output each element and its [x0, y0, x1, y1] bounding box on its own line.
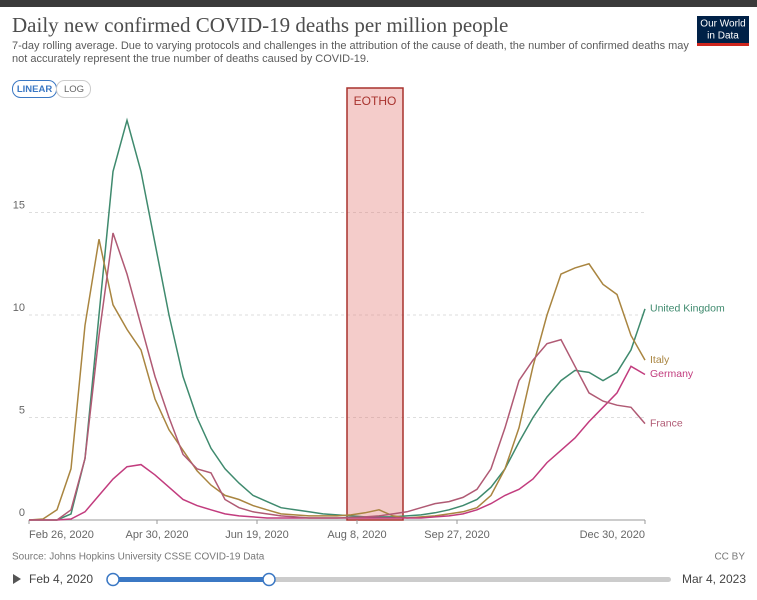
source: Source: Johns Hopkins University CSSE CO… [12, 552, 265, 563]
timeline-handle[interactable] [106, 572, 120, 587]
x-tick-label: Jun 19, 2020 [225, 529, 289, 541]
chart-subtitle: 7-day rolling average. Due to varying pr… [12, 40, 689, 65]
timeline-end: Mar 4, 2023 [682, 572, 746, 586]
annotation-label: EOTHO [354, 94, 397, 108]
timeline-handle[interactable] [262, 572, 276, 587]
annotation-span [346, 87, 404, 521]
subtitle-box: 7-day rolling average. Due to varying pr… [12, 40, 689, 65]
series-line [29, 232, 646, 521]
log-button[interactable] [56, 80, 91, 98]
plot-area: 0 5 10 15 EOTHO Feb 26, 2020 Apr 30, 2020 Jun 1… [13, 87, 725, 541]
timeline-range[interactable] [113, 577, 269, 582]
linear-button-label[interactable]: LINEAR [17, 84, 53, 95]
y-tick-label: 5 [19, 404, 25, 416]
series-line [29, 117, 646, 521]
x-tick-label: Aug 8, 2020 [327, 529, 386, 541]
legend-label: France [650, 417, 683, 429]
y-tick-label: 15 [13, 199, 25, 211]
y-tick-label: 10 [13, 302, 25, 314]
log-button-label[interactable]: LOG [64, 84, 84, 95]
x-tick-label: Sep 27, 2020 [424, 529, 489, 541]
timeline-start: Feb 4, 2020 [29, 572, 93, 586]
logo-text: Our World [700, 19, 745, 30]
logo-bar [697, 43, 749, 46]
license: CC BY [714, 552, 745, 563]
logo-text: in Data [707, 31, 739, 42]
top-border [0, 0, 757, 7]
legend-label: United Kingdom [650, 303, 725, 315]
x-tick-label: Feb 26, 2020 [29, 529, 94, 541]
x-tick-label: Apr 30, 2020 [126, 529, 189, 541]
legend-label: Germany [650, 368, 694, 380]
play-button[interactable] [13, 574, 21, 584]
y-tick-label: 0 [19, 507, 25, 519]
series-line [28, 239, 646, 521]
chart-title: Daily new confirmed COVID-19 deaths per … [12, 13, 508, 37]
logo-box [697, 16, 749, 45]
x-tick-label: Dec 30, 2020 [580, 529, 645, 541]
legend-label: Italy [650, 354, 670, 366]
